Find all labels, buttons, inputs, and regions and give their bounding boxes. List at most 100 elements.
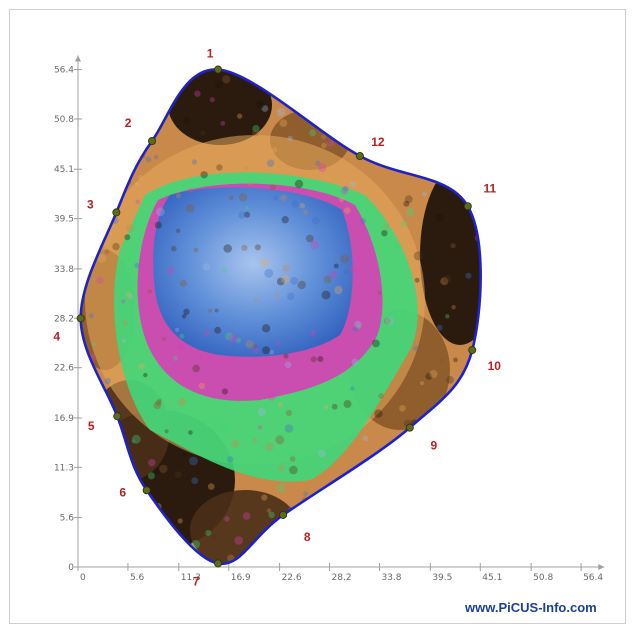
texture-dot xyxy=(189,554,195,561)
texture-dot xyxy=(118,176,123,181)
texture-dot xyxy=(261,494,268,501)
texture-dot xyxy=(462,382,471,390)
x-tick-label: 11.3 xyxy=(181,573,201,583)
texture-dot xyxy=(354,146,360,152)
texture-dot xyxy=(245,206,250,211)
texture-dot xyxy=(479,311,481,318)
texture-dot xyxy=(413,345,419,351)
texture-dot xyxy=(141,508,148,515)
measuring-point[interactable] xyxy=(468,346,477,355)
texture-dot xyxy=(203,330,210,336)
credit-text[interactable]: www.PiCUS-Info.com xyxy=(465,600,597,615)
texture-dot xyxy=(252,125,260,133)
texture-dot xyxy=(457,475,464,482)
texture-dot xyxy=(459,451,465,457)
texture-dot xyxy=(340,254,350,264)
texture-dot xyxy=(153,468,161,475)
texture-dot xyxy=(415,429,421,435)
texture-dot xyxy=(161,104,169,112)
point-label-4: 4 xyxy=(53,329,60,343)
measuring-point[interactable] xyxy=(113,412,122,421)
measuring-point[interactable] xyxy=(214,559,223,568)
texture-dot xyxy=(279,119,288,127)
texture-dot xyxy=(159,464,168,474)
texture-dot xyxy=(86,145,94,153)
texture-dot xyxy=(377,290,382,295)
texture-dot xyxy=(483,502,491,510)
texture-dot xyxy=(339,111,345,117)
texture-dot xyxy=(415,442,425,452)
texture-dot xyxy=(466,92,473,99)
texture-dot xyxy=(317,356,324,362)
texture-dot xyxy=(135,217,143,226)
texture-dot xyxy=(483,381,491,389)
texture-dot xyxy=(487,159,491,163)
measuring-point[interactable] xyxy=(355,151,364,160)
texture-dot xyxy=(413,251,423,261)
tomogram-chart: 0 5.6 11.3 16.9 22.6 28.2 33.8 39.5 45.1 50.8 56.4… xyxy=(53,47,605,588)
y-tick-label: 16.9 xyxy=(54,414,74,424)
measuring-point[interactable] xyxy=(148,136,157,145)
texture-dot xyxy=(149,91,159,100)
texture-dot xyxy=(143,538,152,546)
texture-dot xyxy=(342,185,349,192)
texture-dot xyxy=(487,253,496,262)
texture-dot xyxy=(429,553,437,560)
texture-dot xyxy=(360,540,369,548)
texture-dot xyxy=(243,211,251,218)
texture-dot xyxy=(214,308,219,313)
texture-dot xyxy=(302,209,309,215)
texture-dot xyxy=(489,332,494,337)
texture-dot xyxy=(422,191,427,197)
texture-dot xyxy=(291,200,299,208)
texture-dot xyxy=(490,398,498,406)
texture-dot xyxy=(324,404,329,410)
texture-dot xyxy=(269,349,274,355)
texture-dot xyxy=(450,82,457,89)
y-tick-label: 0 xyxy=(68,563,74,573)
texture-dot xyxy=(145,69,155,76)
texture-dot xyxy=(369,359,378,368)
texture-dot xyxy=(384,317,392,325)
texture-dot xyxy=(494,82,501,89)
texture-dot xyxy=(104,96,111,103)
texture-dot xyxy=(214,80,223,88)
texture-dot xyxy=(84,163,91,170)
y-tick-label: 39.5 xyxy=(54,215,74,225)
texture-dot xyxy=(160,544,169,552)
texture-dot xyxy=(343,207,351,214)
texture-dot xyxy=(207,308,212,313)
texture-dot xyxy=(334,285,343,295)
texture-dot xyxy=(339,197,344,203)
measuring-point[interactable] xyxy=(214,65,223,74)
measuring-point[interactable] xyxy=(112,208,121,217)
texture-dot xyxy=(104,248,110,255)
measuring-point[interactable] xyxy=(76,314,85,323)
texture-dot xyxy=(135,150,142,157)
measuring-point[interactable] xyxy=(405,423,414,432)
texture-dot xyxy=(369,466,376,472)
measuring-point[interactable] xyxy=(279,510,288,519)
texture-dot xyxy=(189,456,198,466)
texture-dot xyxy=(436,324,443,331)
texture-dot xyxy=(191,477,199,485)
texture-dot xyxy=(345,121,354,129)
texture-dot xyxy=(293,529,298,534)
chart-frame: 0 5.6 11.3 16.9 22.6 28.2 33.8 39.5 45.1 50.8 56.4… xyxy=(9,9,626,624)
texture-dot xyxy=(349,180,357,188)
texture-dot xyxy=(172,356,178,361)
texture-dot xyxy=(153,401,161,410)
measuring-point[interactable] xyxy=(463,202,472,211)
texture-dot xyxy=(266,508,272,513)
texture-dot xyxy=(450,408,458,417)
texture-dot xyxy=(276,483,286,493)
measuring-point[interactable] xyxy=(142,486,151,495)
texture-dot xyxy=(280,194,287,202)
texture-dot xyxy=(252,129,259,137)
x-tick-label: 39.5 xyxy=(432,573,452,583)
x-tick-label: 28.2 xyxy=(332,573,352,583)
texture-dot xyxy=(162,337,167,342)
texture-dot xyxy=(343,400,352,408)
texture-dot xyxy=(354,320,362,329)
texture-dot xyxy=(257,425,263,430)
